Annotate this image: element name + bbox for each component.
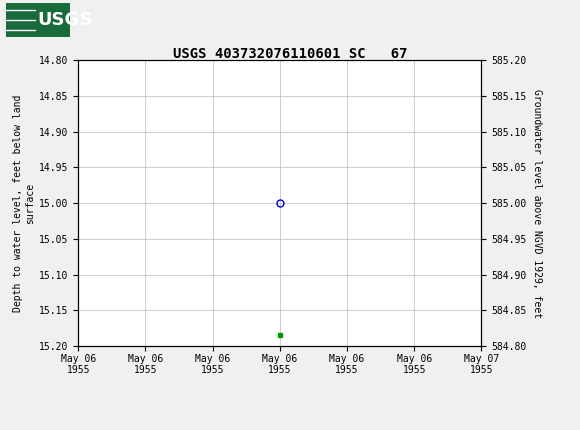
Text: USGS 403732076110601 SC   67: USGS 403732076110601 SC 67: [173, 47, 407, 61]
Text: USGS: USGS: [38, 11, 93, 29]
Y-axis label: Depth to water level, feet below land
surface: Depth to water level, feet below land su…: [13, 95, 35, 312]
Y-axis label: Groundwater level above NGVD 1929, feet: Groundwater level above NGVD 1929, feet: [532, 89, 542, 318]
FancyBboxPatch shape: [6, 3, 70, 37]
